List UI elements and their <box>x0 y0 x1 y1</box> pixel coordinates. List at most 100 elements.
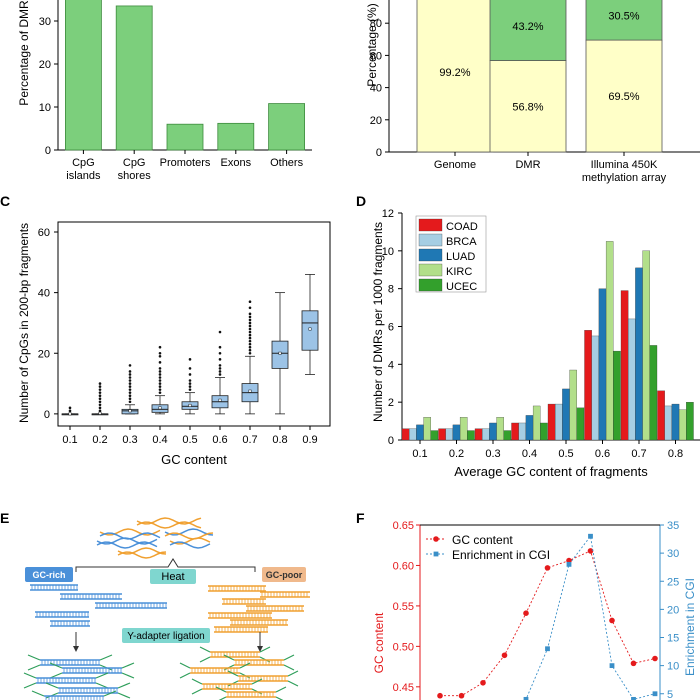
outlier-point <box>248 345 252 349</box>
adapter-tag <box>122 628 210 643</box>
legend-swatch <box>418 248 443 262</box>
outlier-point <box>248 300 252 304</box>
y-axis-label: Percentage of DMRs <box>17 0 31 106</box>
y-tick-label: 4 <box>388 359 394 371</box>
bar-ucec <box>540 422 548 441</box>
helix-strand <box>169 541 211 549</box>
y-tick-label: 0 <box>376 147 382 159</box>
gc-content-point <box>587 548 594 554</box>
arrow-head <box>257 646 263 652</box>
plot-frame <box>57 221 331 427</box>
outlier-point <box>158 379 162 382</box>
helix-strand <box>169 537 211 545</box>
outlier-point <box>98 406 102 410</box>
outlier-point <box>128 382 132 385</box>
outlier-point <box>158 370 162 373</box>
y-tick-label: 30 <box>39 16 51 28</box>
x-tick-label: 0.3 <box>122 434 137 446</box>
x-tick-label: CpG <box>123 157 146 169</box>
gc-content-point <box>480 679 486 686</box>
outlier-point <box>218 358 222 361</box>
data-label: 30.5% <box>608 11 639 23</box>
x-tick-label: 0.2 <box>449 448 464 460</box>
outlier-point <box>248 348 252 352</box>
outlier-point <box>248 333 252 337</box>
outlier-point <box>128 388 132 391</box>
left-y-tick-label: 0.45 <box>393 682 414 694</box>
panel-b-stacked-bar-chart: 0 20 40 60 80 99.2% Genome 56.8% 43.2% DMR 69.5% 30… <box>365 0 700 184</box>
gc-rich-fragment <box>95 602 167 609</box>
bar-luad <box>562 388 570 441</box>
y-tick-label: 10 <box>39 102 51 114</box>
outlier-point <box>188 388 192 391</box>
outlier-point <box>128 397 132 401</box>
bar-luad <box>598 288 607 441</box>
mean-marker <box>128 409 132 413</box>
outlier-point <box>248 342 252 346</box>
x-tick-label: Genome <box>434 159 476 171</box>
panel-e-diagram: GC-rich Heat GC-poor Y-adapter ligation <box>23 517 310 700</box>
outlier-point <box>98 394 102 397</box>
helix-strand <box>117 547 167 555</box>
outlier-point <box>158 388 162 391</box>
helix-strand <box>136 521 202 529</box>
x-tick-label: shores <box>118 170 152 182</box>
outlier-point <box>158 385 162 388</box>
outlier-point <box>248 339 252 343</box>
bar-brca <box>409 428 417 441</box>
x-tick-label: islands <box>66 170 101 182</box>
cgi-enrichment-point <box>609 663 615 669</box>
helix-strand <box>136 517 202 525</box>
data-label: 69.5% <box>608 91 639 103</box>
x-tick-label: 0.3 <box>485 448 500 460</box>
legend-label: LUAD <box>446 251 475 263</box>
outlier-point <box>188 385 192 388</box>
legend-label: COAD <box>446 221 478 233</box>
y-tick-label: 0 <box>388 435 394 447</box>
gc-poor-label: GC-poor <box>266 570 303 580</box>
x-tick-label: Promoters <box>160 157 211 169</box>
heat-label: Heat <box>161 571 184 583</box>
outlier-point <box>248 336 252 340</box>
x-tick-label: 0.4 <box>522 448 537 460</box>
bar <box>217 122 255 151</box>
x-tick-label: methylation array <box>582 172 667 184</box>
data-label: 43.2% <box>512 21 543 33</box>
y-tick-label: 0 <box>44 409 50 421</box>
outlier-point <box>188 373 192 376</box>
gc-poor-fragment <box>246 605 304 612</box>
bar-segment-lower <box>416 0 494 153</box>
outlier-point <box>188 379 192 382</box>
legend-swatch <box>418 218 443 232</box>
y-adapter <box>27 654 113 671</box>
helix-strand <box>96 541 158 549</box>
mean-marker <box>278 351 282 355</box>
outlier-point <box>218 364 222 367</box>
cgi-enrichment-point <box>523 696 529 700</box>
outlier-point <box>248 318 252 322</box>
legend-swatch <box>418 263 443 277</box>
y-tick-label: 20 <box>370 115 382 127</box>
data-label: 99.2% <box>439 67 470 79</box>
y-tick-label: 20 <box>39 59 51 71</box>
gc-content-point <box>458 692 465 699</box>
legend-marker <box>433 536 439 542</box>
outlier-point <box>188 382 192 385</box>
box <box>271 340 289 369</box>
left-y-tick-label: 0.60 <box>393 560 414 572</box>
outlier-point <box>128 373 132 376</box>
mean-marker <box>98 411 102 415</box>
right-y-tick-label: 20 <box>667 604 679 616</box>
bar-coad <box>584 330 592 441</box>
gc-poor-fragment <box>214 626 268 633</box>
legend-label: GC content <box>452 533 513 547</box>
y-adapter <box>49 662 135 679</box>
legend-swatch <box>418 278 443 292</box>
series-line <box>440 550 656 697</box>
y-tick-label: 8 <box>388 284 394 296</box>
right-y-tick-label: 5 <box>667 689 673 700</box>
gc-poor-tag <box>262 567 306 582</box>
outlier-point <box>128 364 132 367</box>
right-y-tick-label: 10 <box>667 661 679 673</box>
bar-coad <box>438 428 446 441</box>
